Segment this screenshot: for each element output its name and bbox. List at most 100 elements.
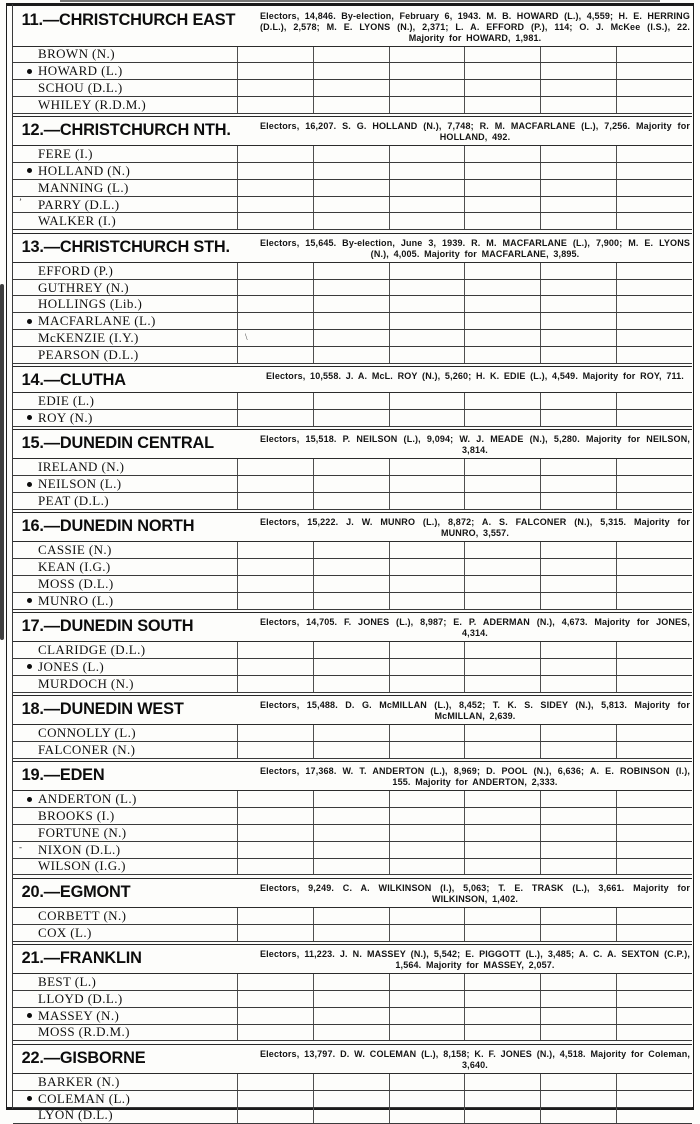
vote-cell (540, 197, 616, 213)
vote-cell (313, 347, 389, 363)
vote-cell (313, 63, 389, 79)
vote-cell (313, 80, 389, 96)
vote-cell (237, 280, 313, 296)
vote-cell (464, 808, 540, 824)
electorate-title: 20.—EGMONT (13, 882, 248, 902)
vote-cell (313, 1074, 389, 1090)
vote-cell (540, 459, 616, 475)
vote-cell (237, 393, 313, 409)
vote-cell (616, 742, 692, 758)
electorate-section: 15.—DUNEDIN CENTRAL Electors, 15,518. P.… (13, 429, 692, 509)
vote-cell (540, 296, 616, 312)
electorate-title: 17.—DUNEDIN SOUTH (13, 616, 248, 636)
vote-cell (464, 1091, 540, 1107)
vote-cell (464, 925, 540, 941)
electorate-result-summary: Electors, 14,705. F. JONES (L.), 8,987; … (258, 616, 692, 639)
candidate-name: PARRY (D.L.) (38, 197, 120, 213)
scan-edge-artifact (60, 0, 660, 2)
vote-cell (389, 642, 465, 658)
vote-cell (313, 476, 389, 492)
vote-cell (389, 47, 465, 63)
vote-cell (540, 1091, 616, 1107)
vote-cell (464, 1108, 540, 1124)
vote-cell (616, 393, 692, 409)
candidate-name: FERE (I.) (38, 146, 93, 162)
candidate-name: WHILEY (R.D.M.) (38, 97, 146, 113)
vote-cell (540, 476, 616, 492)
candidate-name: COX (L.) (38, 925, 92, 941)
vote-cell (389, 197, 465, 213)
candidate-name-cell: MASSEY (N.) (13, 1008, 237, 1024)
vote-cell (540, 974, 616, 990)
vote-cell (313, 280, 389, 296)
candidate-row: CORBETT (N.) (13, 908, 692, 925)
vote-cell (389, 330, 465, 346)
vote-cell (616, 476, 692, 492)
candidate-row: - NIXON (D.L.) (13, 842, 692, 859)
vote-cell (389, 393, 465, 409)
vote-cell (313, 313, 389, 329)
candidate-row: McKENZIE (I.Y.) \ (13, 330, 692, 347)
vote-cell (540, 542, 616, 558)
candidate-name: BEST (L.) (38, 974, 96, 990)
vote-cell (464, 330, 540, 346)
vote-cell (389, 576, 465, 592)
vote-cell (389, 593, 465, 609)
vote-cell (464, 859, 540, 875)
vote-cell (389, 180, 465, 196)
candidate-name-cell: MOSS (D.L.) (13, 576, 237, 592)
candidate-name-cell: LYON (D.L.) (13, 1108, 237, 1124)
candidate-name-cell: CASSIE (N.) (13, 542, 237, 558)
electorate-result-summary: Electors, 13,797. D. W. COLEMAN (L.), 8,… (258, 1048, 692, 1071)
vote-cell (616, 1091, 692, 1107)
vote-cell (540, 859, 616, 875)
vote-cell (616, 908, 692, 924)
candidate-row: FORTUNE (N.) (13, 825, 692, 842)
candidate-name-cell: WILSON (I.G.) (13, 859, 237, 875)
vote-cell (540, 908, 616, 924)
vote-cell (616, 542, 692, 558)
vote-cell (313, 642, 389, 658)
candidate-name: ANDERTON (L.) (38, 791, 137, 807)
vote-cell (389, 296, 465, 312)
vote-cell (237, 180, 313, 196)
vote-cell (237, 63, 313, 79)
vote-cell (313, 47, 389, 63)
vote-cell (464, 47, 540, 63)
vote-cell (237, 197, 313, 213)
elected-bullet-icon (27, 482, 32, 487)
vote-cell (313, 859, 389, 875)
vote-cell (616, 263, 692, 279)
vote-cell (464, 991, 540, 1007)
vote-cell (464, 791, 540, 807)
candidate-name-cell: NEILSON (L.) (13, 476, 237, 492)
vote-cell (540, 842, 616, 858)
candidate-row: EDIE (L.) (13, 393, 692, 410)
vote-cell (540, 263, 616, 279)
candidate-row: BEST (L.) (13, 974, 692, 991)
vote-cell (616, 842, 692, 858)
candidate-name-cell: SCHOU (D.L.) (13, 80, 237, 96)
vote-cell (616, 97, 692, 113)
candidate-row: JONES (L.) (13, 659, 692, 676)
vote-cell (464, 459, 540, 475)
vote-cell (540, 1008, 616, 1024)
candidate-row: HOLLAND (N.) (13, 163, 692, 180)
vote-cell (237, 1091, 313, 1107)
electorate-section: 19.—EDEN Electors, 17,368. W. T. ANDERTO… (13, 761, 692, 875)
vote-cell (540, 925, 616, 941)
vote-cell (616, 80, 692, 96)
vote-cell (389, 842, 465, 858)
vote-cell (616, 459, 692, 475)
vote-cell (237, 296, 313, 312)
candidate-name-cell: JONES (L.) (13, 659, 237, 675)
vote-cell (313, 197, 389, 213)
candidate-name: MASSEY (N.) (38, 1008, 119, 1024)
vote-cell (389, 146, 465, 162)
candidate-row: IRELAND (N.) (13, 459, 692, 476)
vote-cell (313, 742, 389, 758)
vote-cell (237, 47, 313, 63)
candidate-row: MURDOCH (N.) (13, 676, 692, 693)
vote-cell (464, 1025, 540, 1041)
candidate-row: COLEMAN (L.) (13, 1091, 692, 1108)
